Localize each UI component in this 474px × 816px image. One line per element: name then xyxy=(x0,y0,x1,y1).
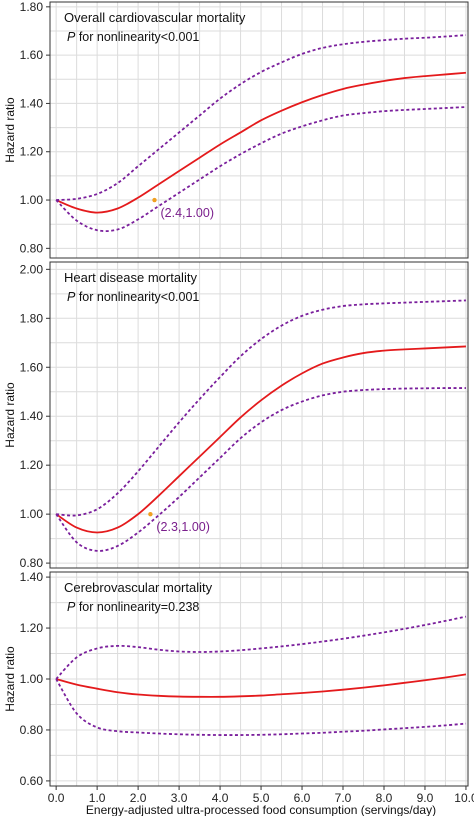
x-tick-label: 10.0 xyxy=(454,791,474,805)
y-tick-label: 0.60 xyxy=(20,774,44,788)
series-upper xyxy=(56,299,466,517)
threshold-annotation: (2.4,1.00) xyxy=(161,206,215,220)
series-estimate xyxy=(55,673,467,698)
series-estimate xyxy=(55,345,466,534)
panel-title: Overall cardiovascular mortality xyxy=(64,10,246,25)
series-upper xyxy=(55,615,467,680)
y-tick-label: 1.60 xyxy=(20,360,44,374)
y-tick-label: 0.80 xyxy=(20,241,44,255)
y-axis-title: Hazard ratio xyxy=(3,646,17,712)
y-tick-label: 1.20 xyxy=(20,145,44,159)
y-axis-title: Hazard ratio xyxy=(3,382,17,448)
y-tick-label: 1.40 xyxy=(20,96,44,110)
panel-2: 0.80 1.00 1.20 1.40 1.60 1.80 2.00 Hazard ratio… xyxy=(3,261,469,570)
y-tick-label: 1.40 xyxy=(20,409,44,423)
plot-frame xyxy=(49,261,469,569)
y-tick-label: 1.40 xyxy=(20,570,44,584)
y-tick-label: 1.20 xyxy=(20,458,44,472)
threshold-annotation: (2.3,1.00) xyxy=(156,520,210,534)
y-tick-label: 1.80 xyxy=(20,0,44,14)
y-tick-label: 1.00 xyxy=(20,193,44,207)
x-tick-label: 1.0 xyxy=(89,791,106,805)
x-tick-label: 6.0 xyxy=(294,791,311,805)
plot-frame xyxy=(49,1,469,259)
x-tick-label: 3.0 xyxy=(171,791,188,805)
panel-title: Cerebrovascular mortality xyxy=(64,580,213,595)
y-tick-label: 1.00 xyxy=(20,672,44,686)
note-text: for nonlinearity<0.001 xyxy=(75,30,199,44)
note-italic: P xyxy=(67,600,76,614)
x-tick-label: 4.0 xyxy=(212,791,229,805)
series-lower xyxy=(55,106,466,233)
threshold-marker xyxy=(148,511,153,517)
note-italic: P xyxy=(67,290,76,304)
nonlinearity-note: P for nonlinearity<0.001 xyxy=(67,30,199,44)
panel-3: 0.60 0.80 1.00 1.20 1.40 Hazard ratio Cerebrov… xyxy=(3,570,474,816)
y-tick-label: 1.80 xyxy=(20,311,44,325)
x-tick-label: 7.0 xyxy=(335,791,352,805)
y-tick-label: 2.00 xyxy=(20,262,44,276)
x-tick-label: 8.0 xyxy=(376,791,393,805)
y-tick-label: 0.80 xyxy=(20,556,44,570)
y-axis-title: Hazard ratio xyxy=(3,97,17,163)
panel-title: Heart disease mortality xyxy=(64,270,197,285)
x-tick-label: 5.0 xyxy=(253,791,270,805)
y-tick-label: 1.20 xyxy=(20,621,44,635)
series-estimate xyxy=(55,71,467,214)
panel-1: 0.80 1.00 1.20 1.40 1.60 1.80 Hazard ratio Over… xyxy=(3,0,469,259)
note-italic: P xyxy=(67,30,76,44)
x-tick-label: 9.0 xyxy=(417,791,434,805)
y-tick-label: 1.00 xyxy=(20,507,44,521)
note-text: for nonlinearity<0.001 xyxy=(75,290,199,304)
x-tick-label: 2.0 xyxy=(130,791,147,805)
threshold-marker xyxy=(152,197,157,203)
y-tick-label: 1.60 xyxy=(20,48,44,62)
note-text: for nonlinearity=0.238 xyxy=(75,600,199,614)
y-tick-label: 0.80 xyxy=(20,723,44,737)
x-axis-title: Energy-adjusted ultra-processed food con… xyxy=(86,803,436,816)
x-tick-label: 0.0 xyxy=(48,791,65,805)
nonlinearity-note: P for nonlinearity=0.238 xyxy=(67,600,199,614)
series-upper xyxy=(56,34,467,201)
nonlinearity-note: P for nonlinearity<0.001 xyxy=(67,290,199,304)
